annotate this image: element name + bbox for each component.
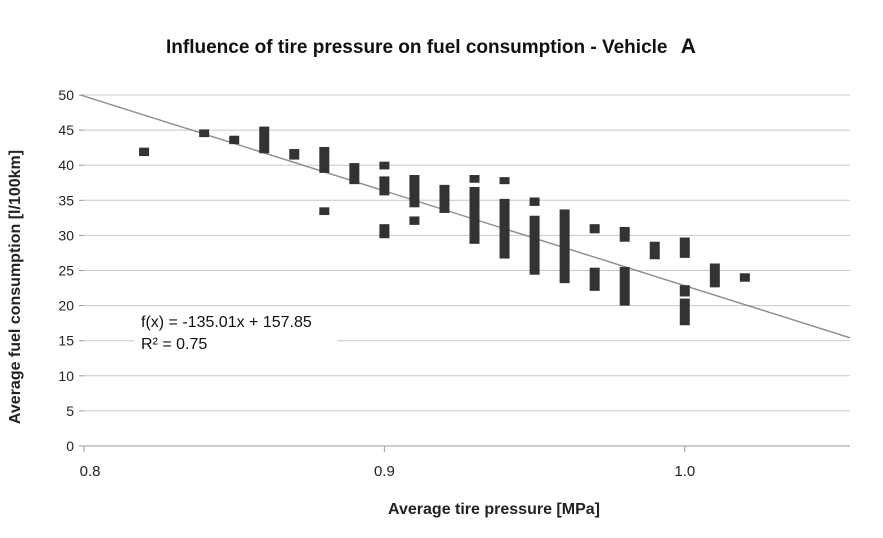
data-point [319, 146, 330, 173]
data-point [439, 184, 450, 213]
data-point [649, 241, 660, 260]
trendline-equation: f(x) = -135.01x + 157.85 [141, 314, 312, 331]
data-point [499, 177, 510, 185]
y-tick-label: 25 [58, 263, 74, 279]
data-point [529, 197, 540, 206]
data-point [199, 129, 210, 138]
y-tick-label: 0 [66, 438, 74, 454]
data-point [559, 209, 570, 284]
data-point [619, 266, 630, 306]
data-point [739, 273, 750, 282]
r-squared-label: R² = 0.75 [141, 336, 207, 353]
y-tick-label: 5 [66, 403, 74, 419]
equation-background [134, 308, 337, 356]
data-point [589, 224, 600, 234]
y-axis-label: Average fuel consumption [l/100km] [7, 150, 24, 424]
x-tick-label: 1.0 [674, 463, 695, 480]
x-axis-ticks: 0.8 0.9 1.0 [80, 446, 695, 480]
y-axis-ticks: 0 5 10 15 20 25 30 35 40 45 50 [58, 87, 84, 454]
data-point [679, 237, 690, 258]
chart-title-suffix: A [681, 35, 696, 58]
y-tick-label: 20 [58, 298, 74, 314]
y-tick-label: 50 [58, 87, 74, 103]
chart-title: Influence of tire pressure on fuel consu… [166, 35, 696, 58]
data-point [499, 198, 510, 259]
data-point [589, 267, 600, 291]
data-point [379, 176, 390, 196]
data-point [619, 226, 630, 242]
data-point [469, 175, 480, 183]
chart-title-main: Influence of tire pressure on fuel consu… [166, 37, 667, 58]
data-point [379, 161, 390, 170]
data-point [229, 135, 240, 145]
data-point [379, 224, 390, 239]
x-axis-label: Average tire pressure [MPa] [388, 501, 600, 518]
data-point [259, 126, 270, 154]
y-tick-label: 10 [58, 368, 74, 384]
x-tick-label: 0.8 [80, 463, 101, 480]
x-tick-label: 0.9 [374, 463, 395, 480]
data-point [319, 207, 330, 216]
gridlines [84, 94, 850, 412]
y-tick-label: 45 [58, 122, 74, 138]
trendline [80, 94, 851, 339]
data-point [289, 149, 300, 160]
data-point [409, 175, 420, 208]
data-point [679, 298, 690, 326]
y-tick-label: 40 [58, 157, 74, 173]
data-point [709, 263, 720, 288]
data-point [529, 215, 540, 275]
data-point [349, 163, 360, 185]
data-point [409, 216, 420, 225]
y-tick-label: 30 [58, 227, 74, 243]
y-tick-label: 35 [58, 192, 74, 208]
data-marks [139, 126, 750, 326]
data-point [469, 186, 480, 244]
data-point [679, 285, 690, 297]
data-point [139, 147, 150, 157]
y-tick-label: 15 [58, 333, 74, 349]
